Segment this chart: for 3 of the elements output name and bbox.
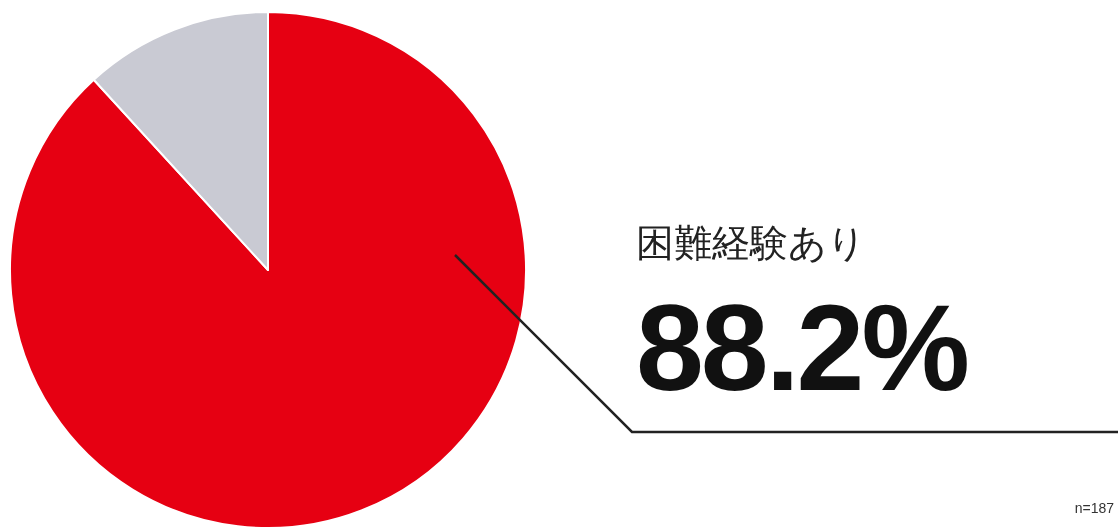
text: n=187 (1074, 500, 1114, 516)
data-label: 88.2% (636, 279, 967, 418)
slice-label: 困難経験あり (636, 221, 866, 266)
